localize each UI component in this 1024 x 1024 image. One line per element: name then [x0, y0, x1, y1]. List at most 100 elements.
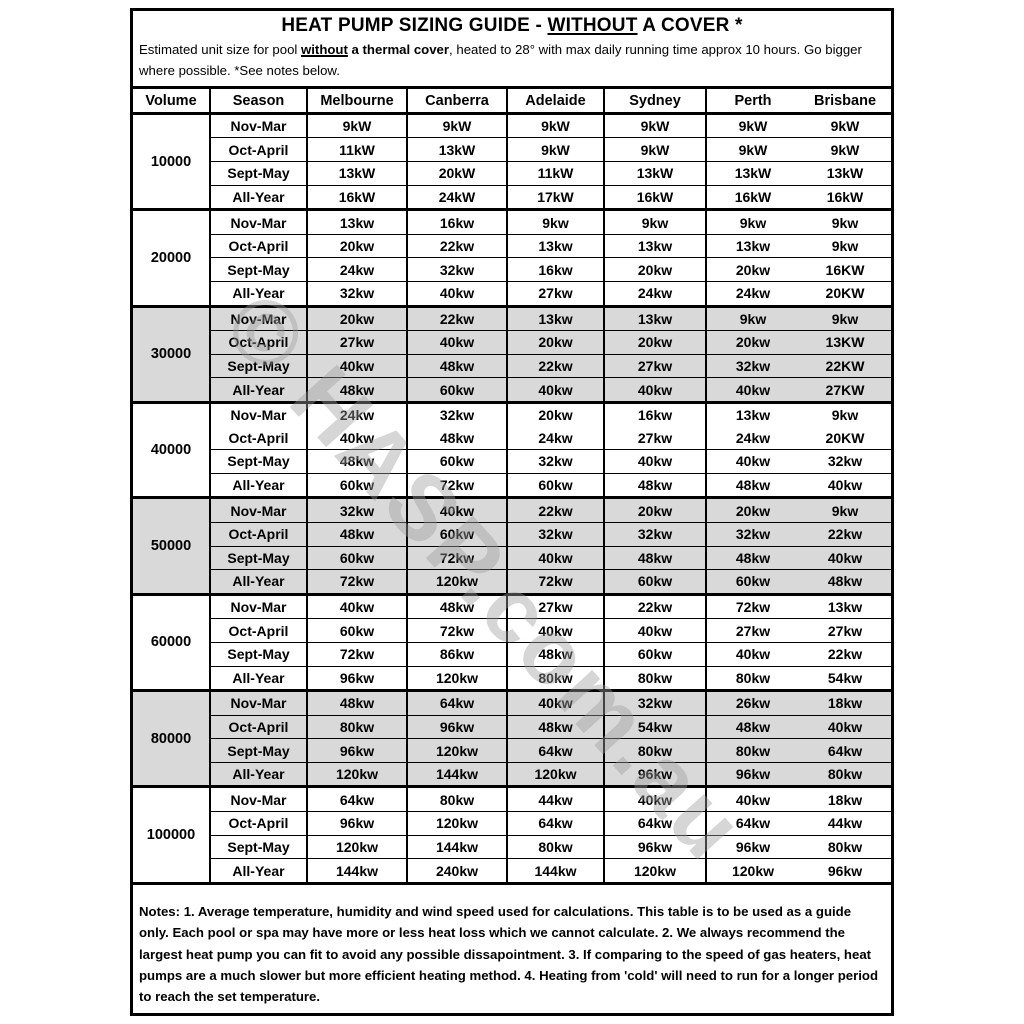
season-row: 40000 Nov-Mar 24kw 32kw 20kw 16kw 13kw 9kw	[133, 400, 891, 498]
season-cell: Nov-Mar	[209, 111, 307, 138]
kw-value-cell: 40kw	[306, 592, 407, 619]
kw-value-cell: 60kw	[603, 569, 706, 595]
kw-value-cell: 22kw	[799, 521, 891, 547]
kw-value-cell: 48kw	[306, 521, 407, 547]
kw-value-cell: 9kW	[705, 111, 799, 138]
season-cell: All-Year	[209, 665, 307, 691]
season-row: Oct-April 60kw 72kw 40kw 40kw 27kw 27kw	[133, 618, 891, 643]
kw-value-cell: 80kw	[306, 714, 407, 739]
kw-value-cell: 20kw	[603, 330, 706, 355]
kw-value-cell: 24kw	[705, 281, 799, 307]
season-cell: Oct-April	[209, 426, 307, 450]
kw-value-cell: 96kw	[799, 858, 891, 882]
kw-value-cell: 72kw	[406, 618, 507, 643]
kw-value-cell: 16KW	[799, 257, 891, 282]
season-cell: All-Year	[209, 472, 307, 498]
kw-value-cell: 32kw	[506, 521, 604, 547]
kw-value-cell: 72kw	[306, 569, 407, 595]
kw-value-cell: 80kw	[705, 665, 799, 691]
col-header-season: Season	[209, 89, 307, 114]
season-cell: Sept-May	[209, 353, 307, 378]
kw-value-cell: 80kw	[506, 665, 604, 691]
kw-value-cell: 27kw	[603, 426, 706, 450]
season-cell: Oct-April	[209, 330, 307, 355]
season-cell: All-Year	[209, 184, 307, 210]
kw-value-cell: 9kW	[506, 111, 604, 138]
kw-value-cell: 72kw	[406, 472, 507, 498]
kw-value-cell: 16kW	[705, 184, 799, 210]
season-row: All-Year 120kw 144kw 120kw 96kw 96kw 80kw	[133, 761, 891, 787]
season-cell: Nov-Mar	[209, 496, 307, 523]
kw-value-cell: 60kw	[603, 641, 706, 666]
kw-value-cell: 96kw	[603, 761, 706, 787]
kw-value-cell: 80kw	[406, 785, 507, 812]
season-row: Oct-April 27kw 40kw 20kw 20kw 20kw 13KW	[133, 330, 891, 355]
title-prefix: HEAT PUMP SIZING GUIDE -	[281, 15, 548, 36]
kw-value-cell: 48kw	[705, 545, 799, 570]
season-row: All-Year 16kW 24kW 17kW 16kW 16kW 16kW	[133, 184, 891, 210]
kw-value-cell: 20kw	[306, 304, 407, 331]
col-header-brisbane: Brisbane	[813, 92, 877, 109]
kw-value-cell: 144kw	[306, 858, 407, 882]
kw-value-cell: 24kw	[603, 281, 706, 307]
season-cell: Sept-May	[209, 738, 307, 763]
kw-value-cell: 24kW	[406, 184, 507, 210]
kw-value-cell: 27kw	[506, 592, 604, 619]
kw-value-cell: 20kw	[705, 496, 799, 523]
kw-value-cell: 13kW	[603, 161, 706, 186]
season-row: All-Year 96kw 120kw 80kw 80kw 80kw 54kw	[133, 665, 891, 691]
season-row: 10000 Nov-Mar 9kW 9kW 9kW 9kW 9kW 9kW	[133, 111, 891, 210]
kw-value-cell: 120kw	[603, 858, 706, 882]
kw-value-cell: 96kw	[705, 761, 799, 787]
kw-value-cell: 60kw	[506, 472, 604, 498]
kw-value-cell: 80kw	[799, 761, 891, 787]
title-section: HEAT PUMP SIZING GUIDE - WITHOUT A COVER…	[133, 11, 891, 90]
kw-value-cell: 40kw	[406, 330, 507, 355]
kw-value-cell: 72kw	[406, 545, 507, 570]
kw-value-cell: 22kw	[506, 353, 604, 378]
kw-value-cell: 9kW	[306, 111, 407, 138]
season-cell: Oct-April	[209, 521, 307, 547]
kw-value-cell: 22kw	[406, 233, 507, 258]
kw-value-cell: 20kw	[603, 496, 706, 523]
volume-cell: 10000	[133, 111, 210, 210]
season-row: Sept-May 48kw 60kw 32kw 40kw 40kw 32kw	[133, 449, 891, 474]
volume-cell: 50000	[133, 496, 210, 595]
season-row: 60000 Nov-Mar 40kw 48kw 27kw 22kw 72kw 13kw	[133, 592, 891, 691]
kw-value-cell: 20kW	[406, 161, 507, 186]
kw-value-cell: 60kw	[406, 377, 507, 403]
kw-value-cell: 9kW	[506, 137, 604, 162]
kw-value-cell: 13kw	[799, 592, 891, 619]
kw-value-cell: 20kw	[506, 330, 604, 355]
kw-value-cell: 120kw	[705, 858, 799, 882]
season-row: Oct-April 96kw 120kw 64kw 64kw 64kw 44kw	[133, 811, 891, 836]
kw-value-cell: 60kw	[705, 569, 799, 595]
kw-value-cell: 20kw	[603, 257, 706, 282]
col-header-sydney: Sydney	[603, 89, 706, 114]
kw-value-cell: 22kw	[603, 592, 706, 619]
volume-cell: 80000	[133, 689, 210, 787]
kw-value-cell: 48kw	[705, 472, 799, 498]
season-row: 50000 Nov-Mar 32kw 40kw 22kw 20kw 20kw 9kw	[133, 496, 891, 595]
kw-value-cell: 16kW	[603, 184, 706, 210]
kw-value-cell: 48kw	[705, 714, 799, 739]
kw-value-cell: 96kw	[705, 834, 799, 859]
kw-value-cell: 120kw	[306, 761, 407, 787]
kw-value-cell: 26kw	[705, 689, 799, 716]
kw-value-cell: 32kw	[506, 449, 604, 474]
season-cell: Nov-Mar	[209, 689, 307, 716]
season-row: 20000 Nov-Mar 13kw 16kw 9kw 9kw 9kw 9kw	[133, 208, 891, 307]
volume-cell: 60000	[133, 592, 210, 691]
season-row: Sept-May 24kw 32kw 16kw 20kw 20kw 16KW	[133, 257, 891, 282]
kw-value-cell: 32kw	[705, 521, 799, 547]
kw-value-cell: 17kW	[506, 184, 604, 210]
sizing-table: Volume Season Melbourne Canberra Adelaid…	[133, 89, 891, 882]
volume-cell: 20000	[133, 208, 210, 307]
kw-value-cell: 24kw	[306, 400, 407, 427]
kw-value-cell: 13kw	[506, 304, 604, 331]
kw-value-cell: 32kw	[406, 257, 507, 282]
season-row: Oct-April 11kW 13kW 9kW 9kW 9kW 9kW	[133, 137, 891, 162]
kw-value-cell: 72kw	[306, 641, 407, 666]
kw-value-cell: 40kw	[705, 377, 799, 403]
